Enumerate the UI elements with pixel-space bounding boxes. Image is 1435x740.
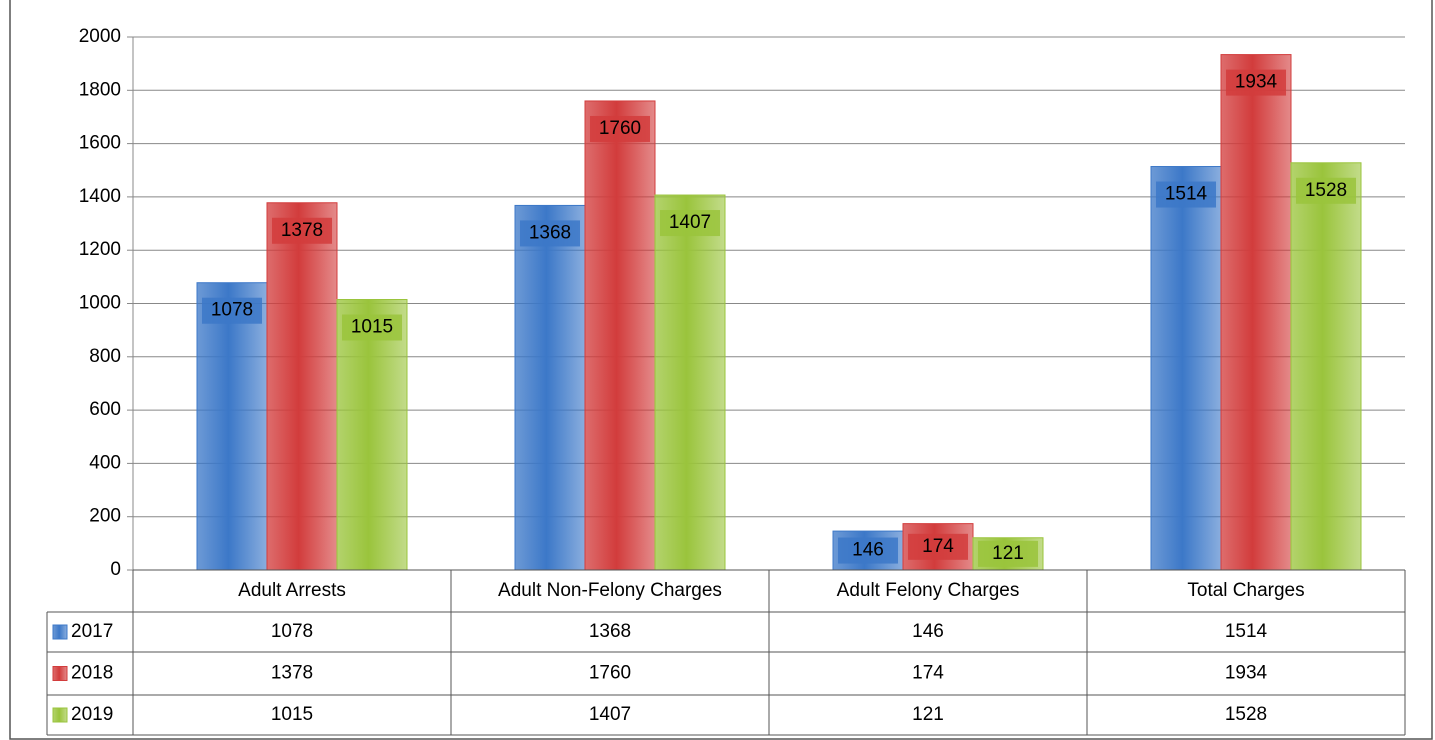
data-label-bg bbox=[202, 297, 262, 324]
data-label-bg bbox=[1156, 181, 1216, 208]
y-tick-label: 1200 bbox=[79, 239, 121, 260]
data-label: 146 bbox=[852, 540, 884, 561]
data-label-bg bbox=[272, 217, 332, 244]
table-cell: 1407 bbox=[589, 704, 631, 725]
legend-label: 2017 bbox=[71, 621, 113, 642]
legend-label: 2018 bbox=[71, 663, 113, 684]
table-cell: 1514 bbox=[1225, 621, 1268, 642]
data-label: 121 bbox=[992, 543, 1024, 564]
data-label-bg bbox=[590, 115, 650, 142]
data-label: 1760 bbox=[599, 118, 641, 139]
bar bbox=[266, 202, 338, 571]
data-label-bg bbox=[342, 314, 402, 341]
y-tick-label: 1000 bbox=[79, 293, 121, 314]
data-label: 1015 bbox=[351, 317, 393, 338]
data-label-bg bbox=[520, 220, 580, 247]
table-cell: 1760 bbox=[589, 663, 631, 684]
x-tick-label: Adult Non-Felony Charges bbox=[498, 580, 722, 601]
x-tick-label: Adult Felony Charges bbox=[837, 580, 1020, 601]
x-tick-label: Total Charges bbox=[1187, 580, 1304, 601]
data-label: 1407 bbox=[669, 212, 711, 233]
bar bbox=[654, 194, 726, 571]
data-label: 1514 bbox=[1165, 184, 1208, 205]
bar bbox=[336, 299, 408, 571]
y-tick-label: 2000 bbox=[79, 26, 121, 47]
data-label: 1368 bbox=[529, 222, 571, 243]
data-label: 1078 bbox=[211, 300, 253, 321]
y-tick-label: 1600 bbox=[79, 133, 121, 154]
data-label-bg bbox=[1226, 69, 1286, 96]
table-cell: 1078 bbox=[271, 621, 313, 642]
data-label: 1378 bbox=[281, 220, 323, 241]
bar bbox=[584, 100, 656, 571]
table-cell: 121 bbox=[912, 704, 944, 725]
legend-swatch bbox=[52, 666, 68, 681]
data-label: 174 bbox=[922, 536, 954, 557]
y-tick-label: 1400 bbox=[79, 186, 121, 207]
data-label-bg bbox=[978, 540, 1038, 567]
y-tick-label: 600 bbox=[89, 399, 121, 420]
y-tick-label: 800 bbox=[89, 346, 121, 367]
bar bbox=[1150, 166, 1222, 571]
table-cell: 1015 bbox=[271, 704, 313, 725]
y-tick-label: 400 bbox=[89, 452, 121, 473]
x-tick-label: Adult Arrests bbox=[238, 580, 346, 601]
data-label: 1934 bbox=[1235, 72, 1278, 93]
y-tick-label: 200 bbox=[89, 506, 121, 527]
legend-label: 2019 bbox=[71, 704, 113, 725]
bar bbox=[1290, 162, 1362, 571]
data-label-bg bbox=[908, 533, 968, 560]
bar bbox=[196, 282, 268, 571]
bar bbox=[514, 204, 586, 571]
data-label-bg bbox=[1296, 177, 1356, 204]
table-cell: 1528 bbox=[1225, 704, 1267, 725]
legend-swatch bbox=[52, 624, 68, 640]
legend-swatch bbox=[52, 707, 68, 723]
y-tick-label: 1800 bbox=[79, 79, 121, 100]
data-label: 1528 bbox=[1305, 180, 1347, 201]
table-cell: 146 bbox=[912, 621, 944, 642]
bar bbox=[1220, 54, 1292, 571]
table-cell: 1934 bbox=[1225, 663, 1268, 684]
table-cell: 174 bbox=[912, 663, 944, 684]
data-label-bg bbox=[660, 210, 720, 237]
table-cell: 1378 bbox=[271, 663, 313, 684]
y-tick-label: 0 bbox=[110, 559, 121, 580]
table-cell: 1368 bbox=[589, 621, 631, 642]
data-label-bg bbox=[838, 537, 898, 564]
